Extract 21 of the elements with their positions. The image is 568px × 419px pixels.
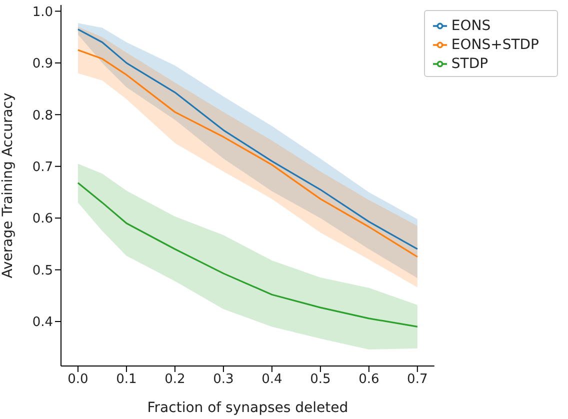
x-tick-label: 0.3	[213, 372, 234, 388]
line-series	[77, 182, 418, 328]
y-tick-label: 0.4	[32, 315, 53, 330]
legend-label: EONS	[451, 18, 491, 34]
y-tick-label: 1.0	[32, 4, 53, 20]
x-tick-label: 0.4	[262, 372, 282, 388]
x-tick-label: 0.1	[116, 372, 137, 388]
x-tick-label: 0.6	[358, 372, 380, 388]
y-axis-title: Average Training Accuracy	[0, 92, 16, 278]
legend-label: EONS+STDP	[451, 37, 539, 53]
x-tick-label: 0.7	[407, 372, 428, 388]
y-tick-label: 0.6	[32, 212, 53, 227]
legend-label: STDP	[451, 56, 488, 72]
x-tick-label: 0.0	[68, 372, 88, 388]
y-tick-label: 0.8	[32, 108, 53, 124]
x-tick-label: 0.2	[164, 372, 186, 388]
x-tick-label: 0.5	[310, 372, 331, 388]
y-tick-label: 0.7	[32, 160, 53, 175]
x-axis-title: Fraction of synapses deleted	[147, 400, 348, 416]
y-tick-label: 0.5	[32, 263, 53, 278]
y-tick-label: 0.9	[32, 56, 53, 72]
